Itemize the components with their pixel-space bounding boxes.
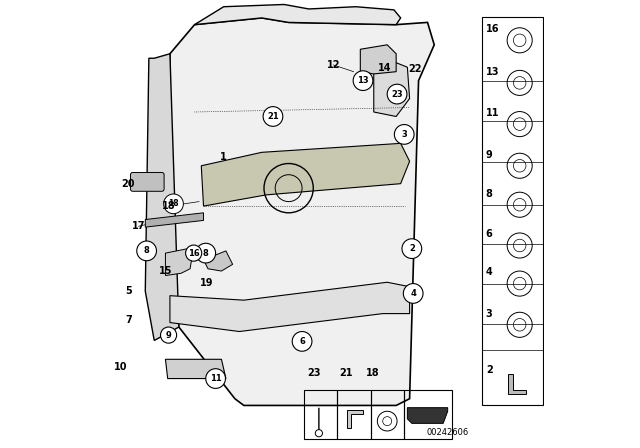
Text: 18: 18 [365, 368, 380, 378]
Text: 6: 6 [299, 337, 305, 346]
Text: 9: 9 [486, 150, 493, 159]
Polygon shape [407, 408, 448, 423]
Text: 19: 19 [200, 278, 214, 288]
Polygon shape [374, 63, 410, 116]
Circle shape [164, 194, 184, 214]
Polygon shape [170, 18, 435, 405]
Bar [371, 390, 404, 439]
Text: 22: 22 [408, 65, 422, 74]
Text: 1: 1 [220, 152, 227, 162]
Polygon shape [145, 54, 179, 340]
Polygon shape [170, 282, 410, 332]
Text: 8: 8 [144, 246, 150, 255]
Bar [404, 390, 452, 439]
Circle shape [206, 369, 225, 388]
Text: 8: 8 [486, 189, 493, 198]
Text: 20: 20 [122, 179, 135, 189]
Polygon shape [165, 359, 226, 379]
Text: 14: 14 [378, 63, 392, 73]
Text: 18: 18 [168, 199, 179, 208]
Circle shape [394, 125, 414, 144]
Circle shape [196, 243, 216, 263]
Polygon shape [165, 249, 192, 276]
Text: 16: 16 [188, 249, 200, 258]
Text: 5: 5 [125, 286, 132, 296]
Text: 10: 10 [114, 362, 127, 372]
Circle shape [263, 107, 283, 126]
Circle shape [292, 332, 312, 351]
Circle shape [387, 84, 407, 104]
Bar [337, 390, 371, 439]
Circle shape [137, 241, 157, 261]
Text: 18: 18 [162, 201, 176, 211]
Text: 13: 13 [357, 76, 369, 85]
Text: 4: 4 [486, 267, 493, 277]
Bar [482, 17, 543, 405]
Polygon shape [508, 374, 526, 394]
Text: 8: 8 [203, 249, 209, 258]
Text: 15: 15 [159, 266, 172, 276]
Text: 21: 21 [339, 368, 352, 378]
Text: 2: 2 [409, 244, 415, 253]
Text: 21: 21 [267, 112, 279, 121]
Text: 3: 3 [486, 309, 493, 319]
Polygon shape [145, 213, 204, 227]
Text: 3: 3 [401, 130, 407, 139]
FancyBboxPatch shape [131, 172, 164, 191]
Text: 4: 4 [410, 289, 416, 298]
Text: 23: 23 [307, 368, 321, 378]
Circle shape [161, 327, 177, 343]
Text: 7: 7 [125, 315, 132, 325]
Text: 00242606: 00242606 [426, 428, 469, 437]
Circle shape [316, 430, 323, 437]
Circle shape [186, 245, 202, 261]
Text: 17: 17 [132, 221, 145, 231]
Text: 11: 11 [210, 374, 221, 383]
Circle shape [403, 284, 423, 303]
Text: 23: 23 [391, 90, 403, 99]
Polygon shape [347, 410, 364, 428]
Circle shape [402, 239, 422, 258]
Bar [305, 390, 337, 439]
Text: 9: 9 [166, 331, 172, 340]
Text: 6: 6 [486, 229, 493, 239]
Polygon shape [195, 4, 401, 25]
Polygon shape [360, 45, 396, 74]
Text: 2: 2 [486, 365, 493, 375]
Polygon shape [204, 251, 233, 271]
Text: 13: 13 [486, 67, 499, 77]
Polygon shape [202, 143, 410, 206]
Text: 12: 12 [326, 60, 340, 70]
Circle shape [353, 71, 373, 90]
Text: 11: 11 [486, 108, 499, 118]
Text: 16: 16 [486, 24, 499, 34]
